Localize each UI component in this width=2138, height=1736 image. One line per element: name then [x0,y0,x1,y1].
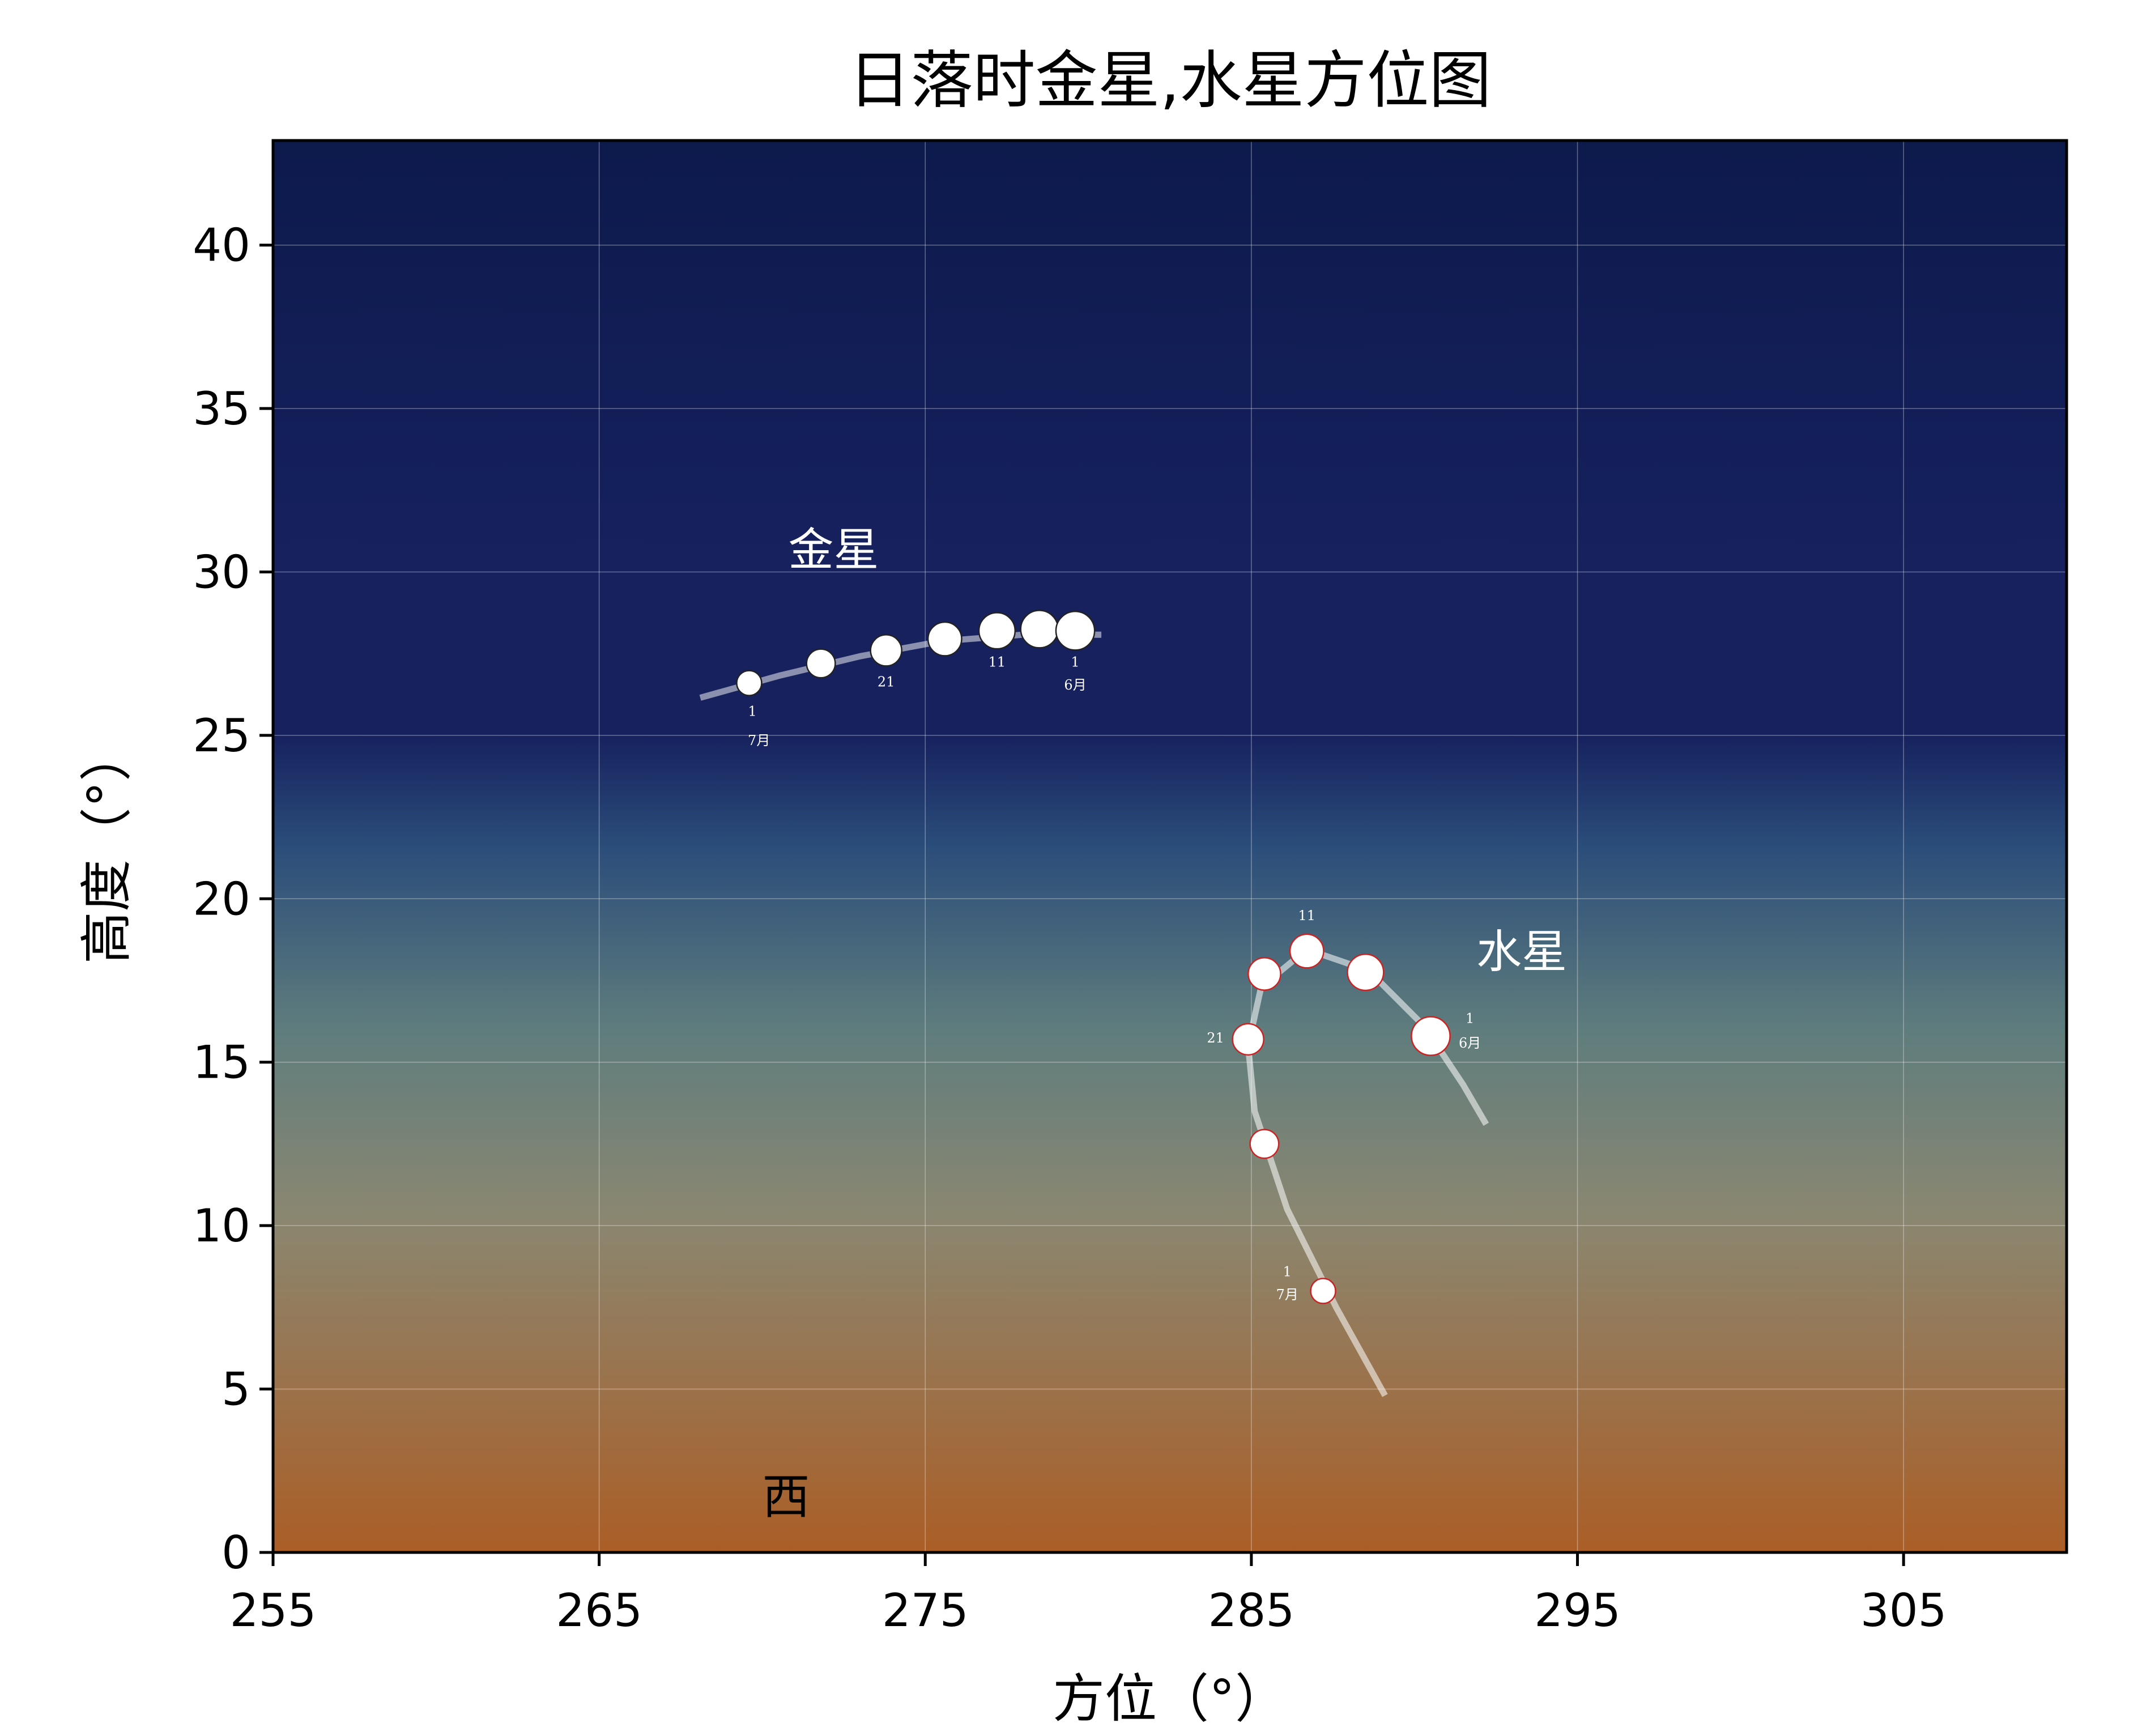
y-tick-label: 10 [193,1199,250,1252]
y-axis-label: 高度（°） [76,729,137,964]
x-tick-label: 285 [1208,1584,1295,1637]
venus-date-label: 21 [878,674,895,690]
venus-date-label: 6月 [1064,677,1086,693]
mercury-date-label: 6月 [1459,1035,1481,1051]
y-tick-label: 5 [222,1363,250,1416]
x-tick-label: 255 [230,1584,317,1637]
plot-frame [271,139,2068,1554]
west-direction-label: 西 [762,1469,810,1525]
mercury-date-label: 7月 [1276,1287,1298,1303]
grid-lines [272,141,2067,1553]
venus-point [1055,610,1096,651]
venus-date-label: 7月 [748,733,770,748]
mercury-point [1289,933,1324,969]
mercury-date-label: 11 [1298,908,1315,924]
plot-background [273,141,2067,1552]
venus-point [978,612,1016,650]
mercury-date-label: 21 [1207,1030,1224,1046]
y-axis-ticks: 0 5 10 15 20 25 30 35 40 [193,219,273,1579]
venus-point [870,634,902,667]
x-tick-label: 305 [1860,1584,1947,1637]
y-tick-label: 25 [193,709,250,762]
venus-label: 金星 [789,524,879,576]
venus-point [927,621,962,657]
x-tick-label: 265 [556,1584,642,1637]
y-tick-label: 30 [193,546,250,598]
mercury-label: 水星 [1476,925,1567,978]
venus-point [806,648,836,679]
x-axis-label: 方位（°） [1053,1669,1287,1729]
venus-point [1020,610,1059,649]
mercury-point [1249,1129,1280,1159]
venus-point [736,670,763,696]
y-tick-label: 15 [193,1036,250,1089]
venus-date-label: 11 [989,654,1006,670]
mercury-point [1347,953,1385,992]
mercury-point [1232,1023,1264,1056]
y-tick-label: 35 [193,382,250,435]
y-tick-label: 40 [193,219,250,272]
y-tick-label: 20 [193,873,250,925]
chart-title: 日落时金星,水星方位图 [849,44,1492,117]
x-tick-label: 295 [1534,1584,1621,1637]
mercury-date-label: 1 [1283,1264,1292,1280]
venus-date-label: 1 [1071,654,1079,670]
y-tick-label: 0 [222,1526,250,1579]
x-axis-ticks: 255 265 275 285 295 305 [230,1552,1947,1637]
venus-date-label: 1 [748,703,757,719]
mercury-date-label: 1 [1466,1011,1474,1027]
mercury-point [1247,957,1281,991]
x-tick-label: 275 [882,1584,969,1637]
mercury-point [1411,1016,1451,1056]
planet-points [736,610,1451,1304]
mercury-point [1310,1278,1336,1304]
